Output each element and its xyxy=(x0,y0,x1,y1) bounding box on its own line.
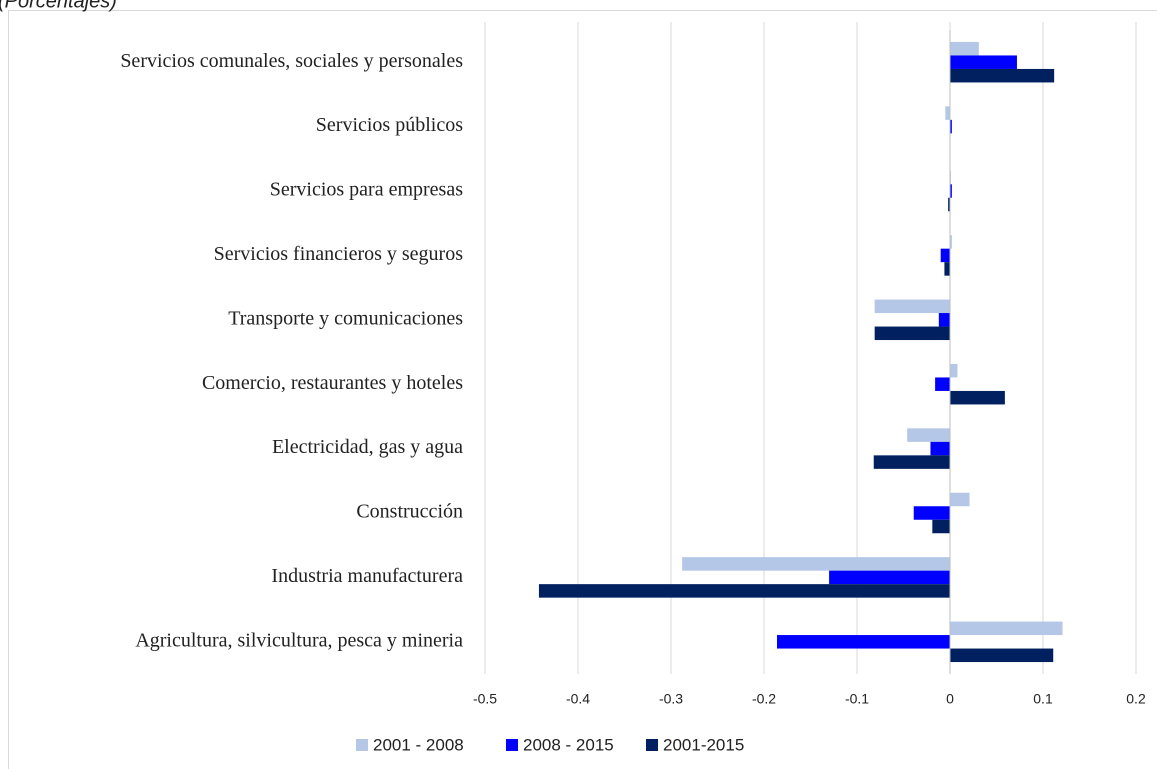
chart-subtitle: (Porcentajes) xyxy=(0,0,117,12)
bar xyxy=(682,557,950,571)
bar xyxy=(913,506,950,520)
legend-label: 2008 - 2015 xyxy=(523,735,614,754)
y-tick-label: Transporte y comunicaciones xyxy=(228,307,463,329)
bar xyxy=(950,390,1005,405)
x-tick-label: 0.2 xyxy=(1126,691,1146,707)
x-tick-label: -0.1 xyxy=(845,691,869,707)
y-tick-label: Electricidad, gas y agua xyxy=(272,436,463,458)
y-tick-label: Construcción xyxy=(356,501,463,523)
legend-swatch xyxy=(646,739,658,751)
bar xyxy=(538,584,950,598)
bar xyxy=(874,299,950,314)
y-tick-label: Comercio, restaurantes y hoteles xyxy=(202,372,463,394)
bar xyxy=(829,570,950,585)
y-tick-label: Industria manufacturera xyxy=(271,565,463,587)
bar xyxy=(950,184,952,198)
x-tick-label: -0.2 xyxy=(752,691,776,707)
y-tick-label: Servicios comunales, sociales y personal… xyxy=(120,50,463,72)
bar xyxy=(948,197,950,212)
x-tick-label: -0.4 xyxy=(566,691,590,707)
legend-swatch xyxy=(506,739,518,751)
bar xyxy=(950,41,979,56)
chart-border xyxy=(8,10,1157,769)
y-tick-label: Servicios financieros y seguros xyxy=(214,243,464,265)
bar xyxy=(950,363,958,378)
y-tick-label: Servicios públicos xyxy=(316,114,463,136)
bar xyxy=(950,492,970,507)
bar xyxy=(777,635,950,649)
bar xyxy=(950,648,1054,663)
y-tick-label: Agricultura, silvicultura, pesca y miner… xyxy=(135,629,463,651)
y-tick-label: Servicios para empresas xyxy=(270,179,463,201)
bar xyxy=(950,235,952,249)
bar xyxy=(940,248,950,263)
bar xyxy=(945,106,950,120)
legend-swatch xyxy=(356,739,368,751)
bar xyxy=(950,68,1055,83)
legend-label: 2001 - 2008 xyxy=(373,735,464,754)
bar xyxy=(950,119,952,134)
bar xyxy=(944,262,950,276)
bar xyxy=(950,55,1017,69)
bar xyxy=(907,428,950,442)
bar xyxy=(874,326,950,341)
x-tick-label: 0 xyxy=(946,691,954,707)
bar xyxy=(938,313,950,327)
x-tick-label: -0.5 xyxy=(473,691,497,707)
legend-label: 2001-2015 xyxy=(663,735,744,754)
bar xyxy=(873,455,950,469)
x-tick-label: 0.1 xyxy=(1033,691,1053,707)
bar xyxy=(930,441,950,456)
x-tick-label: -0.3 xyxy=(659,691,683,707)
bar xyxy=(935,377,950,391)
bar xyxy=(950,621,1063,636)
bar xyxy=(932,519,950,534)
